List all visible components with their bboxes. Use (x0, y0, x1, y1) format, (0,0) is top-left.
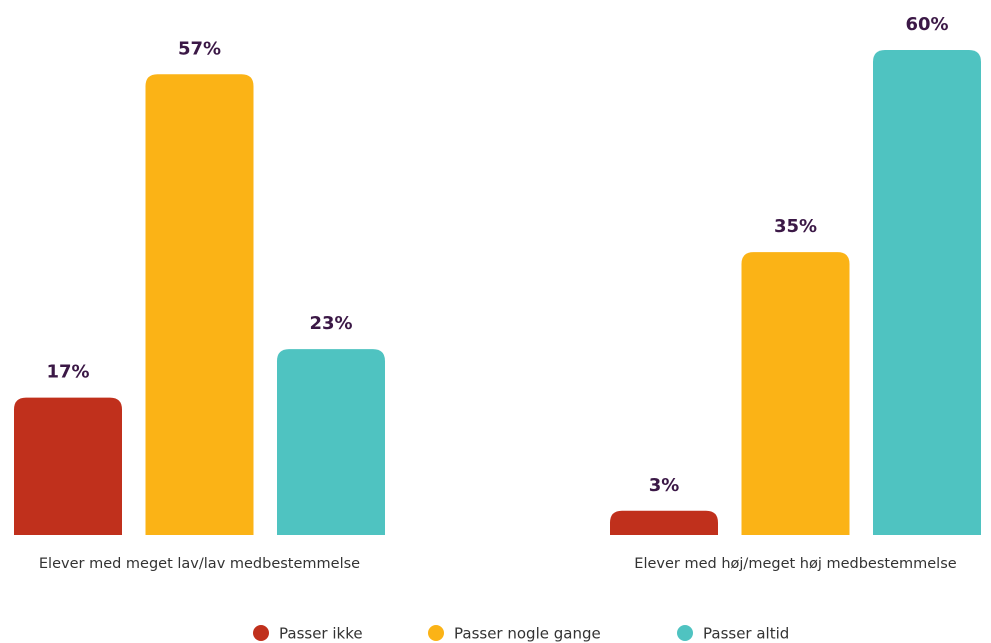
value-label: 60% (905, 14, 948, 35)
bar (741, 252, 850, 536)
value-label: 57% (178, 38, 221, 59)
bar (610, 510, 718, 535)
value-label: 23% (309, 313, 352, 334)
value-label: 35% (774, 216, 817, 237)
bar (873, 50, 981, 535)
legend-label: Passer nogle gange (454, 625, 601, 643)
value-label: 3% (649, 475, 680, 496)
value-label: 17% (46, 362, 89, 383)
legend-swatch (428, 625, 444, 641)
legend-swatch (253, 625, 269, 641)
bar (277, 349, 385, 535)
category-label: Elever med meget lav/lav medbestemmelse (39, 556, 360, 572)
bar (14, 397, 122, 535)
legend-label: Passer ikke (279, 625, 363, 643)
bar (145, 74, 254, 535)
legend-swatch (677, 625, 693, 641)
category-label: Elever med høj/meget høj medbestemmelse (634, 556, 956, 572)
legend-label: Passer altid (703, 625, 789, 643)
